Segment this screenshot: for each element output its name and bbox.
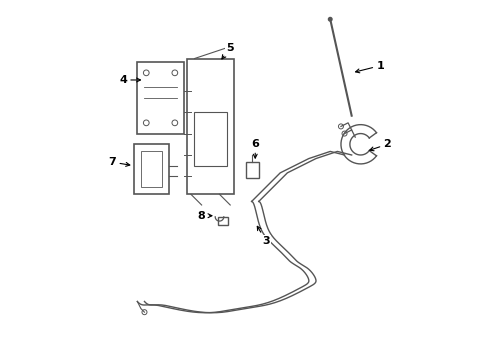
Bar bbox=[137, 62, 183, 134]
Text: 1: 1 bbox=[355, 61, 384, 73]
Text: 2: 2 bbox=[369, 139, 390, 151]
Text: 5: 5 bbox=[222, 43, 234, 59]
Bar bbox=[217, 217, 228, 225]
Bar bbox=[194, 112, 226, 166]
Circle shape bbox=[328, 18, 331, 21]
Text: 7: 7 bbox=[108, 157, 129, 167]
Bar bbox=[141, 152, 162, 187]
Bar bbox=[134, 144, 169, 194]
Text: 4: 4 bbox=[119, 75, 140, 85]
Text: 3: 3 bbox=[257, 226, 269, 246]
Text: 8: 8 bbox=[197, 211, 211, 221]
Bar bbox=[187, 59, 233, 194]
Text: 6: 6 bbox=[251, 139, 259, 158]
Bar bbox=[246, 162, 258, 178]
